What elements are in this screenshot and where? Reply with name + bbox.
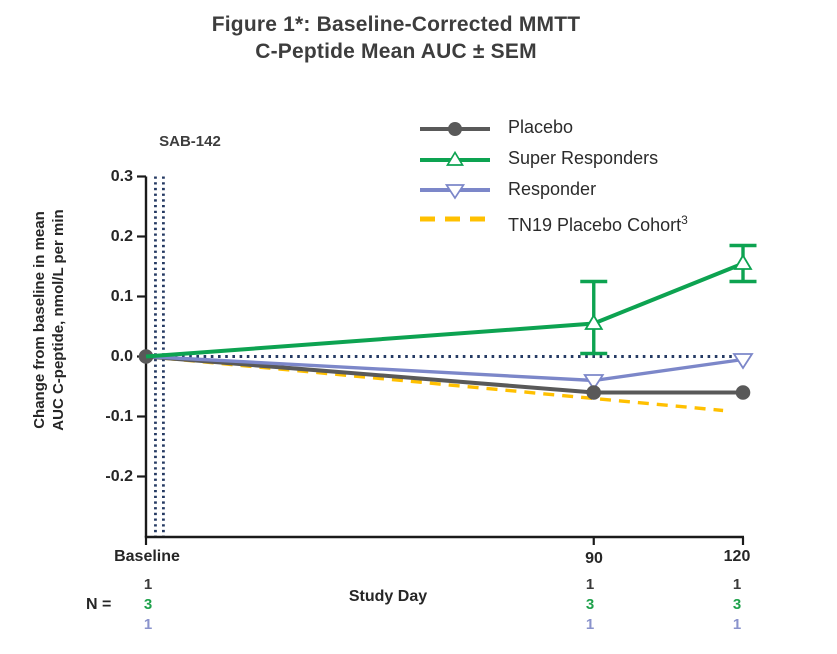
n-value-90-responder: 1 [585,616,595,633]
n-value-120-responder: 1 [732,616,742,633]
super-responders-line [145,261,744,359]
n-value-baseline-placebo: 1 [143,576,153,593]
legend-label-tn19-text: TN19 Placebo Cohort [508,215,682,235]
legend-label-placebo: Placebo [508,117,574,137]
super-responders-marker [733,253,753,270]
legend-label-responder: Responder [508,179,597,199]
figure-title-line2: C-Peptide Mean AUC ± SEM [255,40,537,63]
legend-label-tn19-superscript: 3 [681,213,688,227]
legend-label-super-responders: Super Responders [508,148,659,168]
y-tick-label-0_0: 0.0 [110,348,133,365]
tn19-placebo-cohort-line [145,354,724,413]
n-equals-label: N = [86,596,112,613]
y-axis-title: Change from baseline in mean AUC C-pepti… [30,209,68,430]
responder-line [145,354,744,383]
responder-marker [583,374,605,391]
y-tick-label-m0_1: -0.1 [105,408,133,425]
x-tick-label-baseline: Baseline [114,548,180,565]
n-value-120-super: 3 [732,596,742,613]
y-axis-title-line2: AUC C-peptide, nmol/L per min [50,209,67,431]
y-tick-label-m0_2: -0.2 [105,468,133,485]
legend-swatch-super-responders-marker [445,150,465,166]
x-tick-label-120: 120 [723,548,751,565]
legend-swatch-responder-marker [444,184,466,200]
sab-142-label: SAB-142 [159,133,221,150]
super-responders-marker [584,313,604,330]
placebo-marker [735,385,751,400]
n-value-baseline-super: 3 [143,596,153,613]
x-tick-label-90: 90 [585,550,603,567]
x-axis-title: Study Day [348,588,428,605]
legend-label-tn19-placebo-cohort: TN19 Placebo Cohort3 [508,209,688,235]
legend-swatch-placebo-marker [448,122,462,136]
n-value-90-placebo: 1 [585,576,595,593]
y-axis-title-line1: Change from baseline in mean [31,211,48,429]
n-value-90-super: 3 [585,596,595,613]
y-tick-label-0_1: 0.1 [110,288,133,305]
n-value-baseline-responder: 1 [143,616,153,633]
figure-title-line1: Figure 1*: Baseline-Corrected MMTT [211,13,581,36]
n-value-120-placebo: 1 [732,576,742,593]
placebo-marker [586,385,602,400]
figure-title: Figure 1*: Baseline-Corrected MMTT C-Pep… [0,11,792,65]
y-tick-label-0_2: 0.2 [110,228,133,245]
y-tick-label-0_3: 0.3 [110,168,133,185]
responder-marker [732,353,754,370]
